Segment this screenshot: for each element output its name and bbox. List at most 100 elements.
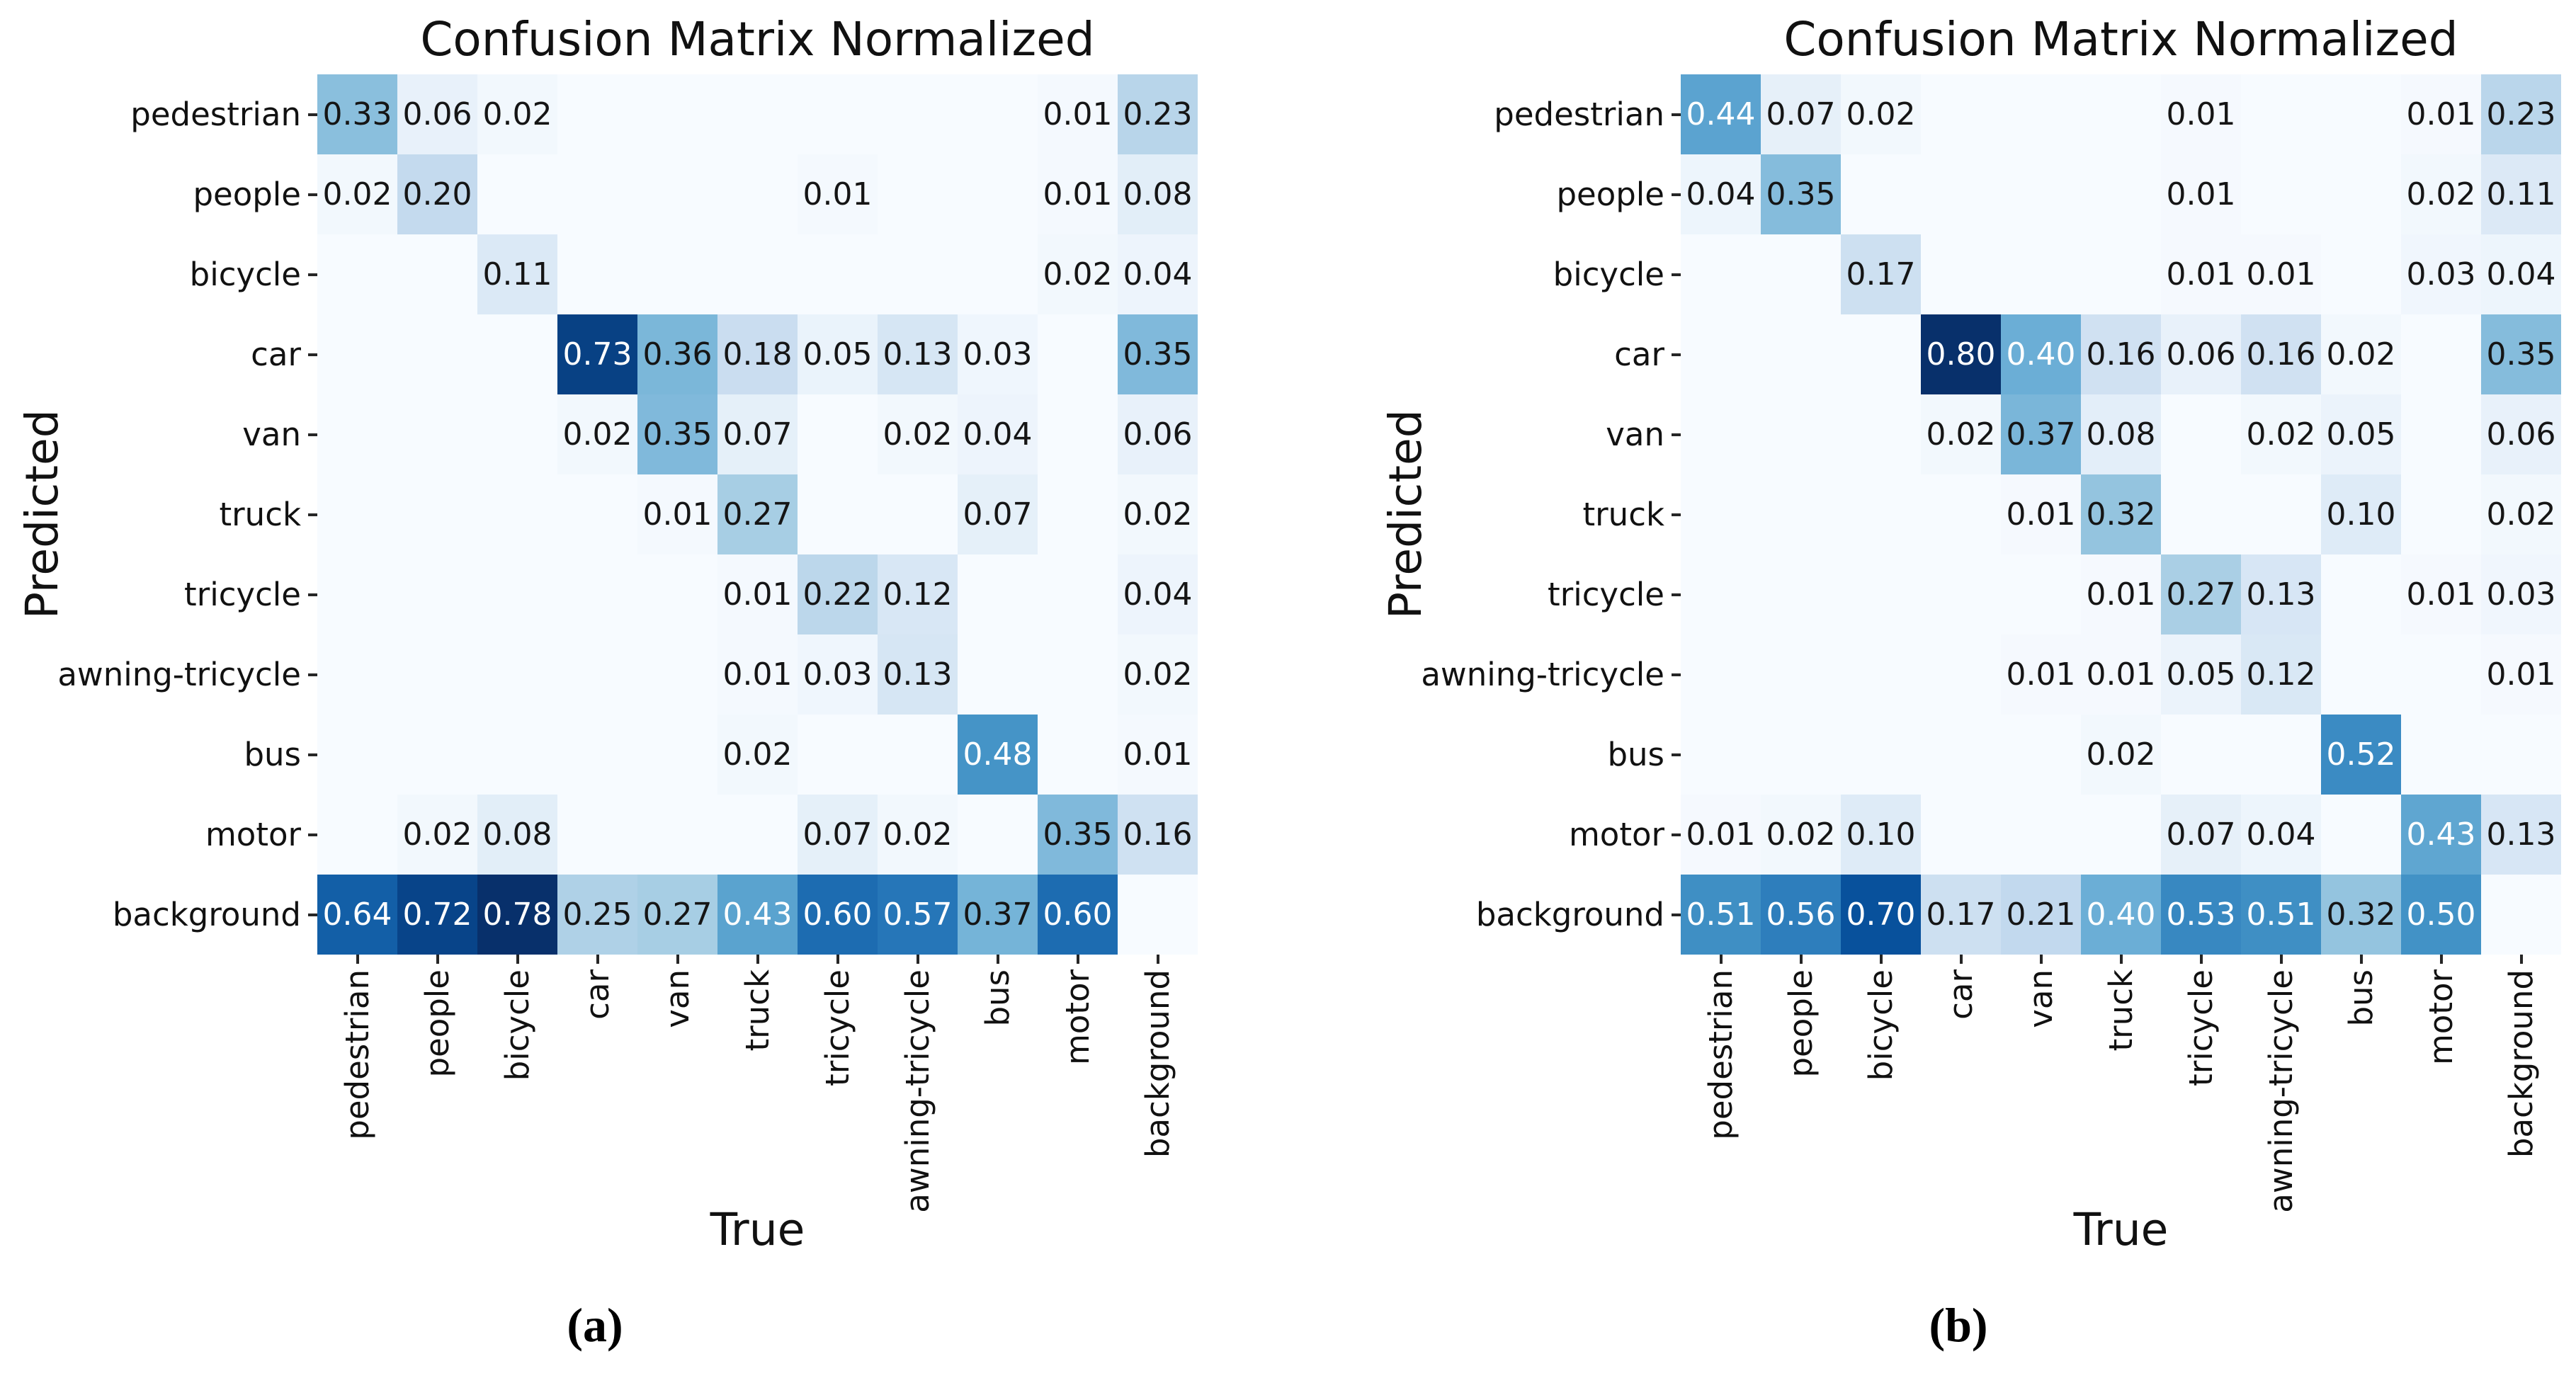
heatmap-cell-car-van: 0.36 xyxy=(637,314,717,394)
heatmap-cell-background-truck: 0.43 xyxy=(717,875,798,955)
y-tick-mark xyxy=(1672,513,1681,516)
heatmap-cell-motor-bicycle: 0.08 xyxy=(477,795,557,875)
heatmap-cell-bicycle-awning-tricycle: 0.01 xyxy=(2241,234,2321,314)
heatmap-cell-bus-car xyxy=(1921,715,2001,795)
x-tick-label-bus: bus xyxy=(2321,955,2401,1027)
y-tick-label-bicycle: bicycle xyxy=(1363,234,1681,314)
heatmap-cell-tricycle-tricycle: 0.22 xyxy=(798,554,878,634)
heatmap-cell-background-bus: 0.37 xyxy=(958,875,1038,955)
heatmap-cell-pedestrian-bus xyxy=(958,74,1038,154)
heatmap-cell-people-bicycle xyxy=(1841,154,1921,234)
heatmap-cell-motor-motor: 0.35 xyxy=(1038,795,1118,875)
heatmap-cell-motor-tricycle: 0.07 xyxy=(2161,795,2241,875)
heatmap-cell-pedestrian-pedestrian: 0.33 xyxy=(317,74,397,154)
heatmap-cell-van-awning-tricycle: 0.02 xyxy=(878,394,958,474)
y-tick-mark xyxy=(1672,833,1681,836)
y-tick-mark xyxy=(308,753,317,756)
heatmap-cell-car-bicycle xyxy=(1841,314,1921,394)
heatmap-cell-bicycle-tricycle xyxy=(798,234,878,314)
heatmap-cell-background-bicycle: 0.70 xyxy=(1841,875,1921,955)
heatmap-cell-tricycle-van xyxy=(2001,554,2081,634)
heatmap-cell-tricycle-truck: 0.01 xyxy=(717,554,798,634)
x-tick-mark xyxy=(2119,955,2123,964)
y-tick-mark xyxy=(308,513,317,516)
heatmap-cell-awning-tricycle-tricycle: 0.03 xyxy=(798,634,878,715)
heatmap-cell-bicycle-truck xyxy=(2081,234,2161,314)
chart-title: Confusion Matrix Normalized xyxy=(420,12,1095,67)
x-tick-label-truck: truck xyxy=(2081,955,2161,1051)
y-tick-label-bicycle: bicycle xyxy=(0,234,317,314)
heatmap-cell-van-van: 0.37 xyxy=(2001,394,2081,474)
x-tick-label-text: background xyxy=(2502,969,2540,1159)
heatmap-cell-awning-tricycle-motor xyxy=(2401,634,2481,715)
y-tick-mark xyxy=(1672,433,1681,436)
y-tick-label-text: tricycle xyxy=(184,576,301,613)
heatmap-cell-van-background: 0.06 xyxy=(1118,394,1198,474)
heatmap-cell-truck-bus: 0.10 xyxy=(2321,474,2401,554)
heatmap-cell-truck-motor xyxy=(1038,474,1118,554)
heatmap-cell-background-people: 0.72 xyxy=(397,875,477,955)
x-tick-label-bus: bus xyxy=(958,955,1038,1027)
heatmap-cell-background-pedestrian: 0.64 xyxy=(317,875,397,955)
heatmap-cell-truck-people xyxy=(397,474,477,554)
heatmap-cell-bus-bus: 0.52 xyxy=(2321,715,2401,795)
y-tick-mark xyxy=(308,913,317,916)
x-tick-label-text: background xyxy=(1139,969,1176,1159)
heatmap-cell-tricycle-van xyxy=(637,554,717,634)
x-tick-label-text: bus xyxy=(979,969,1016,1027)
x-tick-label-text: motor xyxy=(1059,969,1096,1066)
heatmap-cell-awning-tricycle-awning-tricycle: 0.12 xyxy=(2241,634,2321,715)
heatmap-cell-bicycle-background: 0.04 xyxy=(2481,234,2561,314)
heatmap-cell-pedestrian-background: 0.23 xyxy=(1118,74,1198,154)
heatmap-cell-van-car: 0.02 xyxy=(1921,394,2001,474)
heatmap-cell-awning-tricycle-pedestrian xyxy=(317,634,397,715)
x-tick-label-pedestrian: pedestrian xyxy=(1681,955,1761,1140)
heatmap-cell-background-car: 0.25 xyxy=(557,875,637,955)
heatmap-cell-motor-people: 0.02 xyxy=(397,795,477,875)
heatmap-cell-background-background xyxy=(2481,875,2561,955)
heatmap-cell-people-motor: 0.01 xyxy=(1038,154,1118,234)
y-tick-label-text: background xyxy=(112,896,301,933)
heatmap-cell-car-truck: 0.18 xyxy=(717,314,798,394)
heatmap-cell-van-car: 0.02 xyxy=(557,394,637,474)
heatmap-cell-pedestrian-motor: 0.01 xyxy=(2401,74,2481,154)
heatmap-cell-van-truck: 0.07 xyxy=(717,394,798,474)
heatmap-cell-pedestrian-truck xyxy=(2081,74,2161,154)
heatmap-cell-people-motor: 0.02 xyxy=(2401,154,2481,234)
heatmap-cell-bicycle-awning-tricycle xyxy=(878,234,958,314)
heatmap-cell-awning-tricycle-truck: 0.01 xyxy=(717,634,798,715)
y-tick-label-text: people xyxy=(193,176,301,213)
heatmap-cell-pedestrian-people: 0.07 xyxy=(1761,74,1841,154)
x-tick-mark xyxy=(1076,955,1079,964)
heatmap-cell-motor-awning-tricycle: 0.02 xyxy=(878,795,958,875)
heatmap-cell-background-bus: 0.32 xyxy=(2321,875,2401,955)
heatmap-cell-people-people: 0.35 xyxy=(1761,154,1841,234)
heatmap-cell-truck-awning-tricycle xyxy=(878,474,958,554)
heatmap-cell-bus-background xyxy=(2481,715,2561,795)
y-tick-mark xyxy=(308,673,317,676)
x-tick-mark xyxy=(2039,955,2043,964)
x-tick-label-motor: motor xyxy=(2401,955,2481,1065)
heatmap-cell-pedestrian-background: 0.23 xyxy=(2481,74,2561,154)
heatmap-cell-bicycle-motor: 0.02 xyxy=(1038,234,1118,314)
heatmap-cell-van-bicycle xyxy=(477,394,557,474)
x-tick-label-people: people xyxy=(1761,955,1841,1078)
heatmap-cell-bus-bicycle xyxy=(477,715,557,795)
heatmap-cell-van-pedestrian xyxy=(1681,394,1761,474)
y-tick-label-truck: truck xyxy=(0,474,317,554)
y-tick-label-people: people xyxy=(0,154,317,234)
heatmap-cell-bus-motor xyxy=(2401,715,2481,795)
y-tick-label-background: background xyxy=(0,875,317,955)
y-tick-label-text: bus xyxy=(244,736,301,773)
heatmap-cell-van-awning-tricycle: 0.02 xyxy=(2241,394,2321,474)
heatmap-cell-truck-bicycle xyxy=(477,474,557,554)
heatmap-cell-truck-motor xyxy=(2401,474,2481,554)
y-tick-label-text: motor xyxy=(205,816,301,853)
y-tick-mark xyxy=(308,833,317,836)
heatmap-cell-awning-tricycle-truck: 0.01 xyxy=(2081,634,2161,715)
heatmap-cell-people-awning-tricycle xyxy=(2241,154,2321,234)
subfigure-caption-a: (a) xyxy=(567,1298,623,1352)
heatmap-cell-tricycle-car xyxy=(557,554,637,634)
y-tick-label-text: awning-tricycle xyxy=(57,656,301,693)
heatmap-cell-bicycle-bus xyxy=(2321,234,2401,314)
